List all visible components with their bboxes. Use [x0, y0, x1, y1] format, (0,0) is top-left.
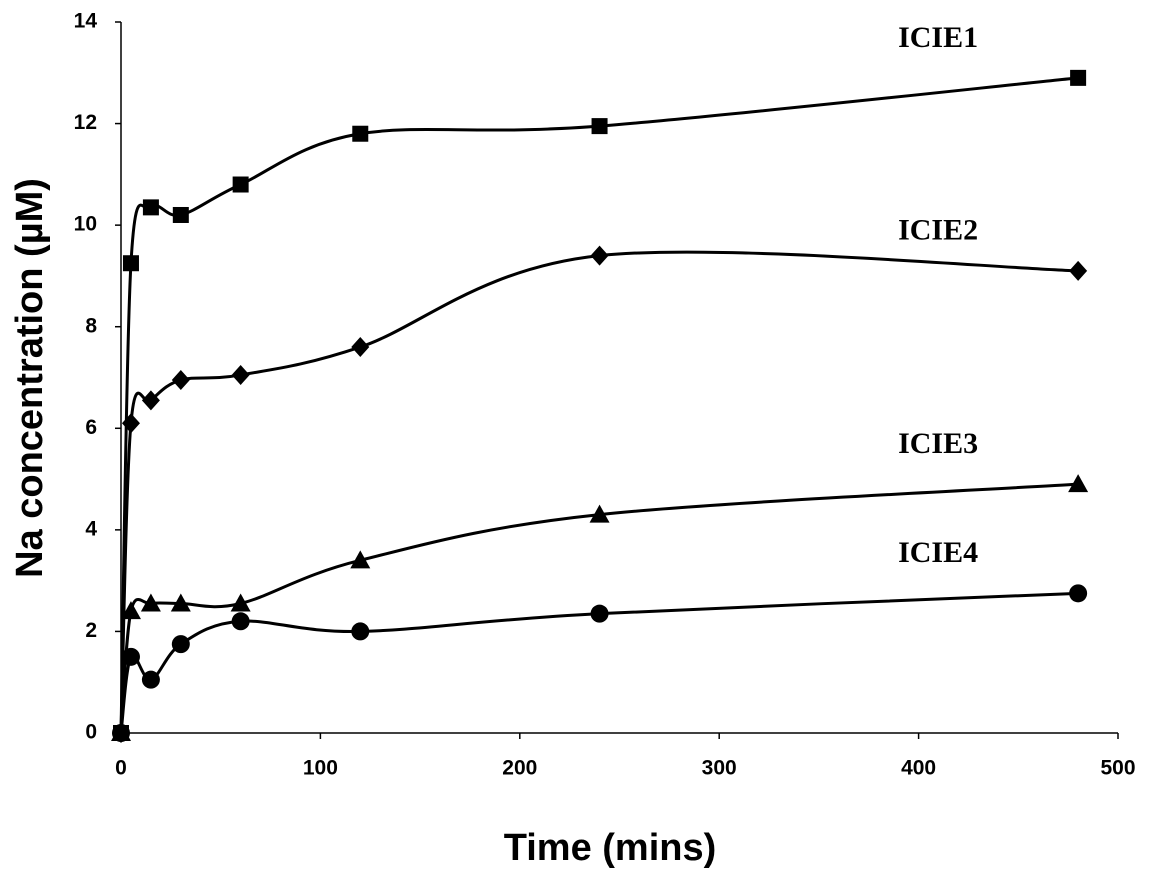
- y-tick-label: 6: [85, 416, 97, 439]
- marker: [590, 245, 609, 266]
- series-line: [119, 76, 1079, 734]
- y-tick-label: 4: [85, 517, 97, 540]
- marker: [1069, 260, 1088, 281]
- marker: [231, 612, 250, 631]
- marker: [142, 199, 159, 216]
- y-axis-title: Na concentration (µM): [9, 178, 51, 578]
- marker: [122, 255, 139, 272]
- marker: [171, 370, 190, 391]
- marker: [141, 670, 160, 689]
- marker: [591, 118, 608, 135]
- marker: [1068, 474, 1089, 493]
- series-label: ICIE3: [898, 427, 978, 460]
- marker: [170, 593, 191, 612]
- marker: [231, 364, 250, 385]
- marker: [121, 647, 140, 666]
- x-tick-label: 300: [702, 757, 737, 780]
- series-line: [119, 591, 1079, 734]
- marker: [230, 593, 251, 612]
- marker: [590, 604, 609, 623]
- x-tick-label: 200: [502, 757, 537, 780]
- y-tick-label: 0: [85, 721, 97, 744]
- marker: [1070, 69, 1087, 86]
- y-tick-label: 8: [85, 314, 97, 337]
- marker: [352, 125, 369, 142]
- marker: [120, 601, 141, 620]
- x-tick-label: 0: [115, 757, 127, 780]
- y-tick-label: 12: [74, 111, 97, 134]
- marker: [121, 413, 140, 434]
- marker: [140, 593, 161, 612]
- marker: [171, 635, 190, 654]
- x-axis-title: Time (mins): [504, 827, 717, 869]
- series-line: [119, 482, 1079, 734]
- y-tick-label: 10: [74, 213, 97, 236]
- y-tick-label: 14: [74, 10, 98, 33]
- marker: [350, 550, 371, 569]
- marker: [1069, 584, 1088, 603]
- x-tick-label: 100: [303, 757, 338, 780]
- x-tick-label: 500: [1100, 757, 1135, 780]
- marker: [351, 622, 370, 641]
- marker: [232, 176, 249, 193]
- marker: [172, 206, 189, 223]
- marker: [351, 337, 370, 358]
- marker: [589, 504, 610, 523]
- marker: [141, 390, 160, 411]
- series-label: ICIE4: [898, 536, 978, 569]
- series-label: ICIE1: [898, 21, 978, 54]
- x-tick-label: 400: [901, 757, 936, 780]
- y-tick-label: 2: [85, 619, 97, 642]
- series-label: ICIE2: [898, 214, 978, 247]
- marker: [112, 724, 130, 742]
